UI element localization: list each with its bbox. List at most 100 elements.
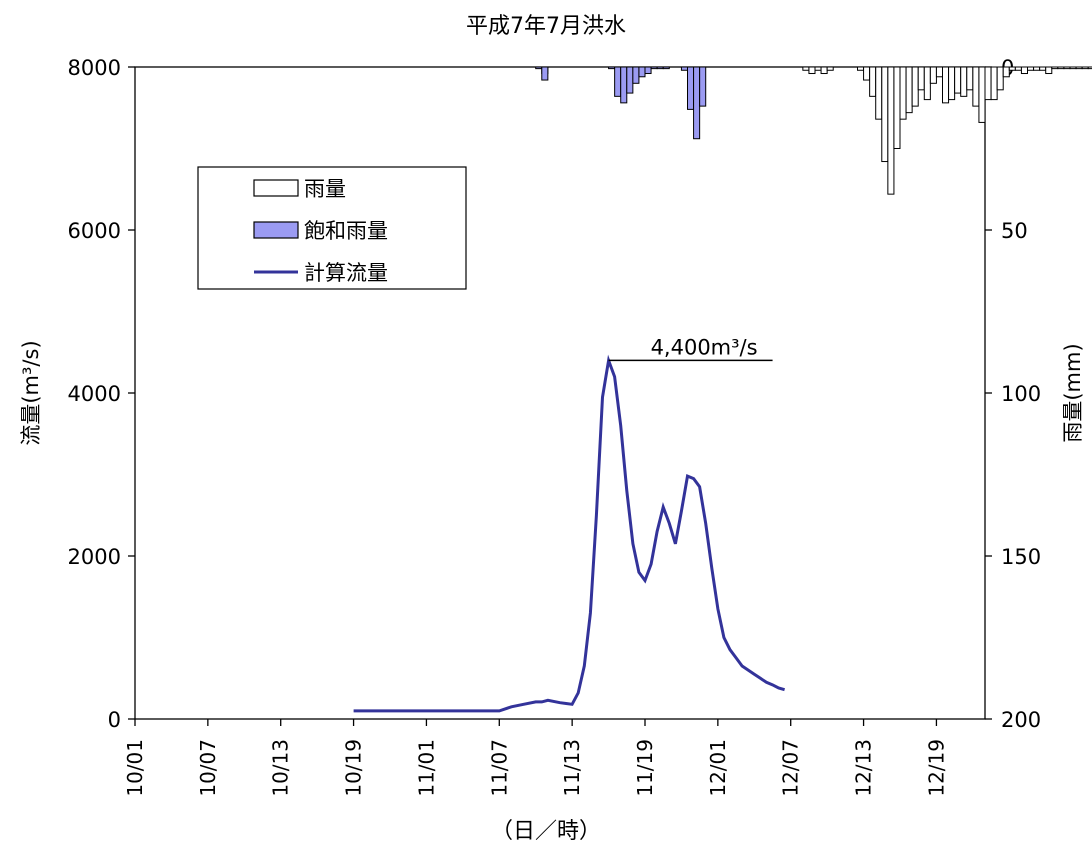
rainfall-bar — [881, 66, 889, 163]
peak-annotation-label: 4,400m³/s — [651, 335, 758, 359]
rainfall-bar — [814, 66, 822, 71]
rainfall-bar — [820, 66, 828, 75]
rainfall-bar — [1045, 66, 1053, 75]
rainfall-bar — [893, 66, 901, 149]
rainfall-bar — [808, 66, 816, 75]
rainfall-bar — [826, 66, 834, 71]
rainfall-bar — [1069, 66, 1077, 70]
x-tick-label: 10/01 — [123, 739, 147, 797]
left-tick-label: 0 — [108, 708, 121, 732]
x-tick-label: 11/19 — [633, 739, 657, 797]
rainfall-bar — [935, 66, 944, 78]
rainfall-bar — [911, 66, 919, 107]
saturated-rainfall-bar — [687, 66, 695, 110]
right-tick-label: 100 — [1001, 382, 1041, 406]
rainfall-bar — [1002, 66, 1010, 78]
rainfall-bar — [869, 66, 877, 97]
rainfall-bar — [978, 66, 986, 123]
right-tick-label: 150 — [1001, 545, 1041, 569]
rainfall-bar — [942, 66, 950, 104]
x-tick-label: 11/13 — [560, 739, 584, 797]
rainfall-bar — [954, 66, 962, 94]
rainfall-bar — [887, 66, 895, 195]
rainfall-bar — [923, 66, 931, 101]
plot-frame — [134, 66, 986, 720]
saturated-rainfall-bar — [632, 66, 640, 84]
saturated-rainfall-bar — [535, 66, 543, 70]
chart-title: 平成7年7月洪水 — [466, 14, 626, 39]
saturated-rainfall-bar — [626, 66, 634, 94]
rainfall-bar — [1087, 66, 1092, 70]
saturated-rainfall-bar — [608, 66, 616, 70]
rainfall-bar — [929, 66, 937, 84]
saturated-rainfall-bar — [614, 66, 622, 97]
saturated-rainfall-bar — [699, 66, 707, 107]
legend-box — [197, 166, 467, 290]
left-axis: 0 2000 4000 6000 8000 — [68, 56, 135, 732]
x-tick-label: 12/01 — [706, 739, 730, 797]
saturated-rainfall-bar — [650, 66, 658, 70]
right-tick-label: 50 — [1001, 219, 1028, 243]
rainfall-bar — [1020, 66, 1029, 75]
rainfall-bar — [996, 66, 1004, 91]
left-tick-label: 6000 — [68, 219, 121, 243]
legend-saturated-label: 飽和雨量 — [304, 219, 388, 243]
saturated-rainfall-bar — [693, 66, 701, 140]
legend-flow-label: 計算流量 — [304, 261, 388, 285]
left-tick-label: 8000 — [68, 56, 121, 80]
rainfall-bar — [990, 66, 998, 101]
saturated-rainfall-bar — [662, 66, 670, 70]
rainfall-series — [541, 66, 1092, 195]
rainfall-bar — [1075, 66, 1083, 70]
rainfall-bar — [1063, 66, 1071, 70]
saturated-rainfall-bar — [644, 66, 652, 75]
rainfall-bar — [1008, 66, 1016, 71]
rainfall-bar — [1014, 66, 1022, 71]
left-axis-label: 流量(m³/s) — [19, 340, 43, 445]
x-tick-label: 11/07 — [487, 739, 511, 797]
flow-line — [353, 354, 786, 713]
rainfall-bar — [972, 66, 980, 107]
peak-annotation: 4,400m³/s — [608, 335, 773, 362]
legend: 雨量 飽和雨量 計算流量 — [197, 166, 467, 290]
legend-rain-label: 雨量 — [304, 177, 346, 201]
rainfall-bar — [1057, 66, 1065, 70]
legend-saturated-swatch — [253, 221, 299, 239]
x-tick-label: 12/13 — [852, 739, 876, 797]
rainfall-bar — [905, 66, 913, 114]
rainfall-bar — [875, 66, 883, 120]
x-tick-label: 12/19 — [924, 739, 948, 797]
x-tick-label: 10/19 — [342, 739, 366, 797]
rainfall-bar — [1039, 66, 1047, 71]
saturated-rainfall-series — [535, 66, 707, 140]
right-tick-label: 200 — [1001, 708, 1041, 732]
rainfall-bar — [948, 66, 956, 101]
rainfall-bar — [857, 66, 865, 71]
rainfall-bar — [863, 66, 871, 81]
saturated-rainfall-bar — [656, 66, 664, 70]
rainfall-bar — [984, 66, 992, 101]
rainfall-bar — [802, 66, 810, 71]
left-tick-label: 4000 — [68, 382, 121, 406]
rainfall-bar — [1081, 66, 1089, 70]
right-axis-label: 雨量(mm) — [1061, 343, 1085, 442]
saturated-rainfall-bar — [680, 66, 689, 71]
rainfall-bar — [966, 66, 974, 91]
x-tick-label: 10/13 — [269, 739, 293, 797]
saturated-rainfall-bar — [620, 66, 628, 104]
saturated-rainfall-bar — [638, 66, 646, 78]
left-tick-label: 2000 — [68, 545, 121, 569]
rainfall-bar — [917, 66, 925, 91]
x-axis-label: （日／時） — [491, 819, 601, 844]
x-axis: 10/01 10/07 10/13 10/19 11/01 11/07 11/13 11/19… — [123, 719, 948, 797]
rainfall-bar — [1033, 66, 1041, 71]
plot-area — [134, 66, 986, 720]
rainfall-bar — [960, 66, 968, 97]
x-tick-label: 12/07 — [779, 739, 803, 797]
rainfall-bar — [1027, 66, 1035, 71]
rainfall-bar — [1051, 66, 1059, 70]
legend-rain-swatch — [253, 179, 299, 197]
rainfall-bar — [899, 66, 907, 120]
